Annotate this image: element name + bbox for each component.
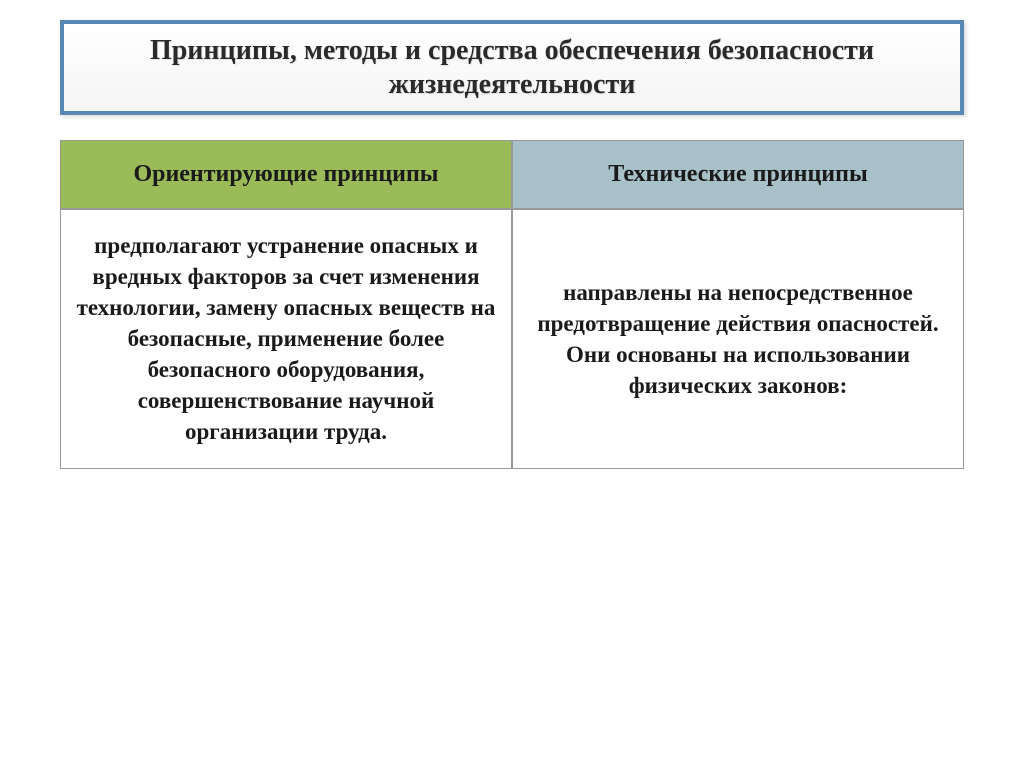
table-header-row: Ориентирующие принципы Технические принц… — [60, 140, 964, 209]
slide-title: Принципы, методы и средства обеспечения … — [84, 34, 940, 101]
principles-table: Ориентирующие принципы Технические принц… — [60, 140, 964, 468]
content-orienting-principles: предполагают устранение опасных и вредны… — [60, 209, 512, 468]
content-right-text: направлены на непосредственное предотвра… — [528, 277, 948, 401]
content-left-text: предполагают устранение опасных и вредны… — [76, 230, 496, 447]
table-content-row: предполагают устранение опасных и вредны… — [60, 209, 964, 468]
title-container: Принципы, методы и средства обеспечения … — [60, 20, 964, 115]
header-technical-principles: Технические принципы — [512, 140, 964, 209]
content-technical-principles: направлены на непосредственное предотвра… — [512, 209, 964, 468]
header-orienting-principles: Ориентирующие принципы — [60, 140, 512, 209]
